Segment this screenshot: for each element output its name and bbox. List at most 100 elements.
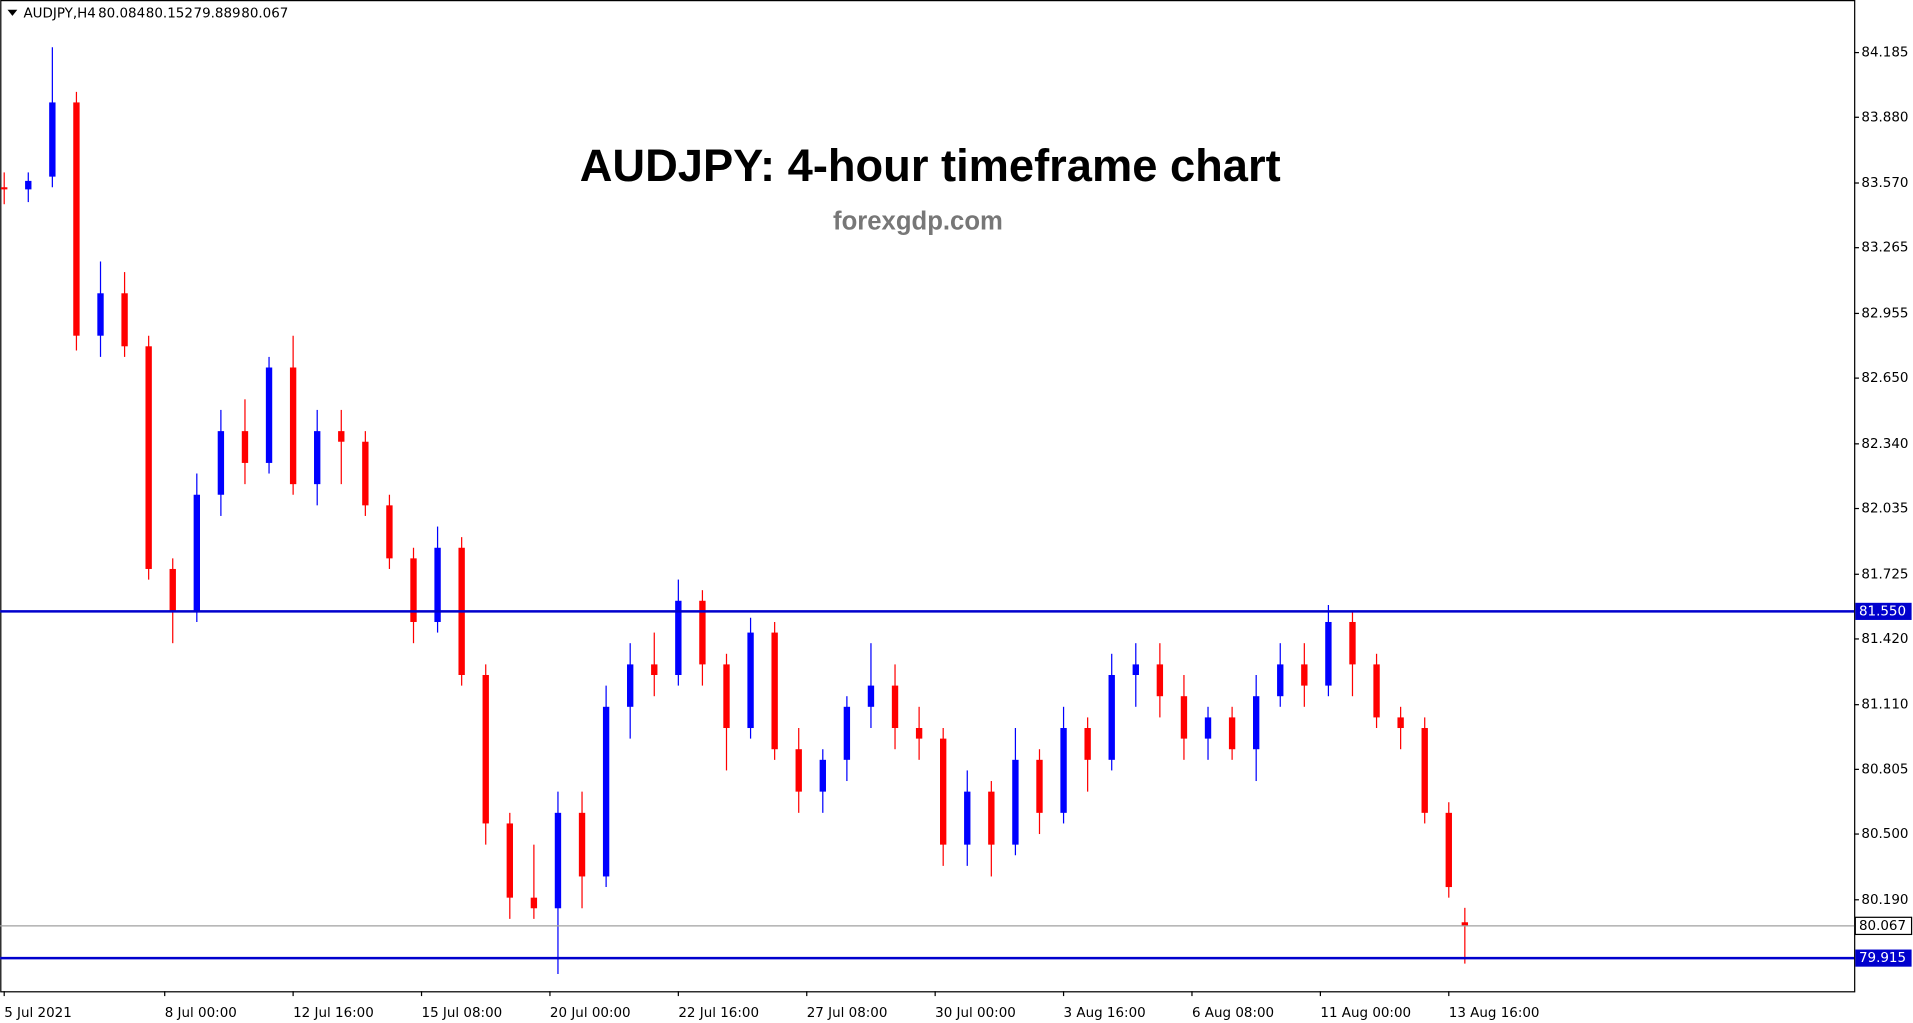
candle-body [699, 600, 706, 665]
candle-body [434, 547, 441, 622]
candle-body [627, 664, 634, 707]
candle-body [819, 759, 826, 792]
y-tick-label: 80.805 [1861, 762, 1908, 777]
candle-body [1252, 696, 1260, 750]
candle-body [1301, 664, 1308, 686]
candle-body [964, 791, 971, 845]
dropdown-icon [7, 9, 18, 16]
candle-body [1373, 664, 1380, 718]
y-tick-label: 82.955 [1861, 306, 1908, 321]
candle-body [362, 441, 369, 506]
candle-body [386, 505, 393, 559]
candle-body [145, 346, 152, 569]
x-tick-label: 20 Jul 00:00 [550, 1006, 631, 1021]
candle-body [602, 706, 610, 877]
candle-body [530, 897, 538, 909]
y-tick-label: 81.725 [1861, 567, 1908, 582]
candle-body [843, 706, 851, 760]
header-value: 80.067 [241, 6, 288, 21]
candle-body [747, 632, 754, 729]
candle-body [265, 367, 273, 463]
x-tick-label: 13 Aug 16:00 [1449, 1006, 1540, 1021]
header-value: 79.889 [194, 6, 241, 21]
candle-body [891, 685, 899, 729]
level-label-box [1855, 949, 1912, 967]
candle-body [1012, 759, 1019, 845]
header-value: 80.152 [146, 6, 193, 21]
y-tick-label: 83.570 [1861, 176, 1908, 191]
candle-body [314, 431, 321, 485]
candle-body [1084, 728, 1091, 760]
candle-body [578, 812, 586, 877]
candle-body [121, 293, 128, 347]
candle-body [1397, 717, 1404, 729]
candle-body [217, 431, 225, 495]
candle-body [1349, 621, 1356, 665]
candle-body [1461, 922, 1469, 926]
candle-body [506, 823, 513, 898]
candle-body [867, 685, 875, 707]
candle-body [193, 494, 200, 612]
x-tick-label: 12 Jul 16:00 [293, 1006, 374, 1021]
plot-frame [0, 0, 1856, 993]
candle-body [1060, 728, 1067, 813]
x-tick-label: 3 Aug 16:00 [1064, 1006, 1146, 1021]
candle-body [1108, 674, 1115, 760]
candle-body [49, 102, 56, 177]
candle-body [795, 749, 802, 792]
candle-body [915, 728, 923, 739]
y-tick-label: 84.185 [1861, 46, 1908, 61]
candle-body [651, 664, 658, 675]
y-tick-label: 80.500 [1861, 827, 1908, 842]
candle-body [338, 431, 345, 442]
header-value: 80.084 [98, 6, 145, 21]
candle-body [1277, 664, 1284, 697]
candle-body [1228, 717, 1236, 750]
y-tick-label: 81.420 [1861, 632, 1908, 647]
candle-body [1036, 759, 1043, 813]
x-tick-label: 22 Jul 16:00 [678, 1006, 759, 1021]
candle-body [988, 791, 995, 845]
candle-body [1, 187, 8, 190]
candle-body [169, 568, 176, 612]
candle-body [410, 558, 417, 622]
candle-body [482, 674, 489, 824]
candle-body [1204, 717, 1212, 739]
candle-body [1180, 696, 1188, 739]
candle-body [675, 600, 682, 675]
y-tick-label: 83.880 [1861, 110, 1908, 125]
level-label-box [1855, 602, 1912, 620]
candle-body [73, 102, 80, 336]
x-tick-label: 30 Jul 00:00 [935, 1006, 1016, 1021]
candle-body [1421, 728, 1428, 813]
x-tick-label: 11 Aug 00:00 [1320, 1006, 1411, 1021]
y-tick-label: 82.035 [1861, 502, 1908, 517]
chart-subtitle: forexgdp.com [833, 207, 1003, 235]
candle-body [771, 632, 778, 750]
candle-body [1325, 621, 1332, 686]
candle-body [25, 180, 32, 190]
candle-body [1445, 812, 1452, 888]
level-label: 79.915 [1859, 951, 1906, 966]
y-tick-label: 80.190 [1861, 893, 1908, 908]
candle-body [1132, 664, 1139, 675]
x-tick-label: 27 Jul 08:00 [807, 1006, 888, 1021]
candle-body [940, 738, 947, 845]
x-tick-label: 15 Jul 08:00 [422, 1006, 503, 1021]
candle-body [1156, 664, 1164, 697]
candle-body [554, 812, 562, 909]
candle-body [289, 367, 297, 485]
candle-body [97, 293, 104, 336]
y-tick-label: 83.265 [1861, 241, 1908, 256]
candle-body [241, 431, 249, 463]
current-price-box [1854, 916, 1913, 936]
level-label: 81.550 [1859, 604, 1906, 619]
x-tick-label: 5 Jul 2021 [4, 1006, 72, 1021]
x-tick-label: 6 Aug 08:00 [1192, 1006, 1274, 1021]
x-tick-label: 8 Jul 00:00 [165, 1006, 237, 1021]
current-price-label: 80.067 [1859, 919, 1906, 934]
symbol: AUDJPY,H4 [23, 6, 95, 21]
